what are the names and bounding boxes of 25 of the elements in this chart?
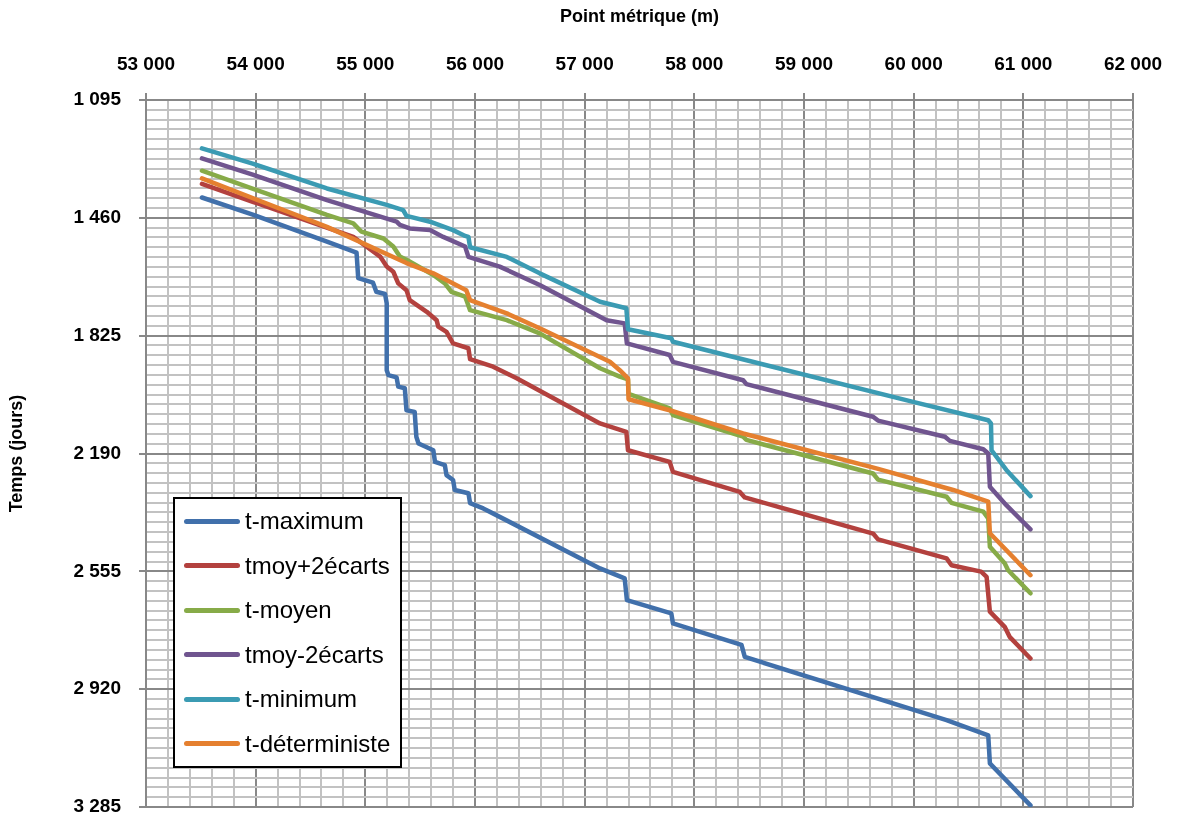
x-tick-label: 54 000 — [226, 52, 285, 74]
legend-label: t-maximum — [245, 507, 364, 536]
y-tick-label: 1 095 — [73, 88, 122, 110]
x-tick-label: 53 000 — [116, 52, 176, 74]
x-tick-label: 62 000 — [1103, 52, 1163, 74]
legend-label: tmoy+2écarts — [245, 551, 390, 580]
y-tick-label: 3 285 — [73, 795, 122, 817]
y-tick-label: 1 825 — [73, 323, 122, 345]
y-tick-label: 2 920 — [73, 677, 121, 699]
legend-label: tmoy-2écarts — [245, 640, 384, 669]
x-tick-label: 58 000 — [665, 52, 724, 74]
x-axis-title: Point métrique (m) — [559, 5, 720, 26]
legend-label: t-moyen — [245, 596, 332, 625]
y-tick-label: 1 460 — [73, 206, 121, 228]
x-tick-label: 57 000 — [555, 52, 614, 74]
x-tick-label: 61 000 — [994, 52, 1053, 74]
legend-label: t-minimum — [245, 685, 357, 714]
y-tick-label: 2 555 — [73, 559, 122, 581]
x-tick-label: 55 000 — [336, 52, 395, 74]
x-tick-label: 60 000 — [884, 52, 943, 74]
y-tick-label: 2 190 — [73, 441, 121, 463]
x-tick-label: 56 000 — [445, 52, 505, 74]
legend-label: t-déterministe — [245, 729, 391, 758]
x-tick-label: 59 000 — [774, 52, 834, 74]
y-axis-title: Temps (jours) — [5, 394, 26, 513]
